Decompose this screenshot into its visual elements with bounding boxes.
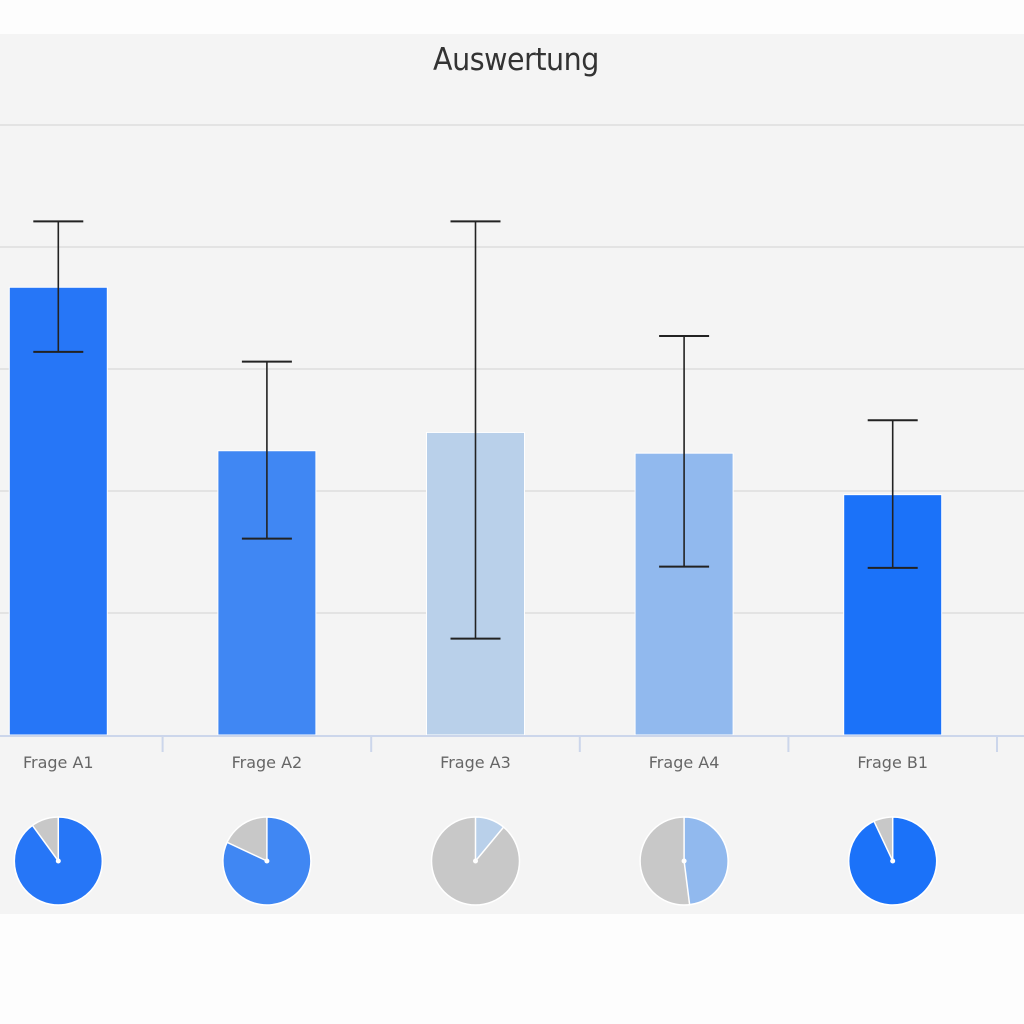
x-tick-label: Frage A2: [232, 753, 303, 772]
error-bars: [33, 220, 918, 640]
pie-center-dot: [681, 858, 687, 864]
bars: [8, 286, 943, 736]
x-tick-label: Frage A3: [440, 753, 511, 772]
pie-center-dot: [55, 858, 61, 864]
chart-title: Auswertung: [433, 42, 599, 78]
x-tick-label: Frage B1: [857, 753, 928, 772]
x-tick-labels: Frage A1 Frage A2 Frage A3 Frage A4 Frage B1: [23, 753, 928, 772]
pie-charts: [13, 816, 938, 906]
pie-slice-value: [683, 816, 729, 906]
x-tick-label: Frage A4: [649, 753, 720, 772]
pie-chart: [430, 816, 521, 906]
pie-center-dot: [473, 858, 478, 864]
pie-chart: [222, 816, 312, 906]
pie-slice-value: [474, 816, 505, 862]
x-axis: [0, 735, 1024, 752]
pie-chart: [639, 816, 729, 906]
bar: [8, 286, 108, 736]
pie-chart: [13, 816, 104, 906]
pie-center-dot: [264, 858, 270, 864]
pie-center-dot: [890, 858, 896, 864]
pie-chart: [847, 816, 938, 906]
x-tick-label: Frage A1: [23, 753, 94, 772]
